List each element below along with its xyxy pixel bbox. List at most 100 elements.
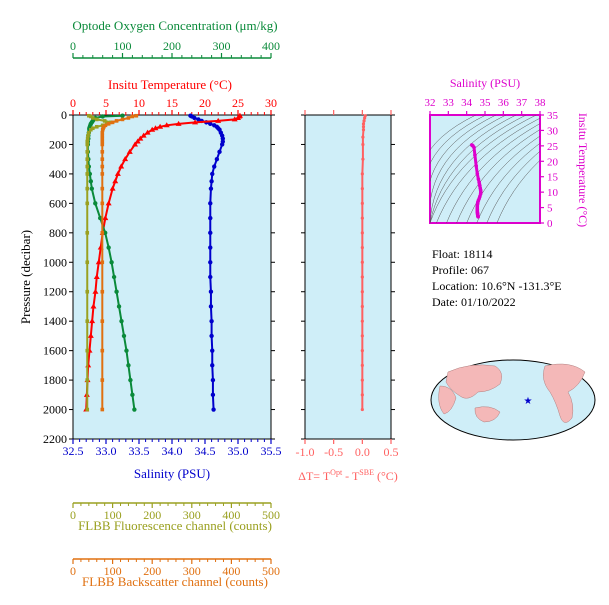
pressure-tick-label: 1800 — [43, 373, 67, 387]
backscatter-tick-label: 400 — [222, 564, 240, 578]
delta-point — [360, 275, 364, 279]
temperature-point — [95, 259, 102, 265]
temperature-point — [132, 141, 139, 147]
temperature-point — [114, 170, 121, 176]
oxygen-point — [106, 245, 111, 250]
backscatter-tick-label: 0 — [70, 564, 76, 578]
fluorescence-tick-label: 200 — [143, 508, 161, 522]
pressure-tick-label: 1200 — [43, 285, 67, 299]
backscatter-point — [130, 114, 135, 119]
map-australia-landmass — [474, 406, 501, 423]
delta-point — [361, 135, 365, 139]
ts-density-contours — [430, 115, 540, 223]
pressure-axis-title: Pressure (decibar) — [18, 230, 33, 324]
backscatter-point — [100, 136, 105, 141]
temperature-tick-label: 0 — [70, 96, 76, 110]
float-location-marker: ★ — [524, 396, 533, 407]
salinity-point — [208, 215, 213, 221]
oxygen-point — [132, 407, 137, 412]
oxygen-point — [121, 333, 127, 339]
delta-point — [360, 290, 364, 294]
oxygen-tick-label: 100 — [114, 39, 132, 53]
oxygen-point — [88, 179, 94, 184]
oxygen-tick-label: 200 — [163, 39, 181, 53]
temperature-point — [137, 135, 144, 141]
salinity-tick-label: 33.0 — [96, 444, 117, 458]
delta-plot-area — [304, 114, 392, 440]
backscatter-point — [100, 260, 105, 265]
profile-text: Profile: 067 — [432, 263, 489, 277]
map-americas-landmass — [543, 363, 586, 423]
temperature-point — [157, 123, 164, 129]
ts-temperature-title: Insitu Temperature (°C) — [576, 113, 590, 227]
ts-point — [473, 153, 477, 157]
float-id-text: Float: 18114 — [432, 247, 493, 261]
pressure-tick-label: 800 — [49, 226, 67, 240]
temperature-point — [152, 125, 159, 131]
ts-point — [475, 171, 480, 176]
fluorescence-point — [85, 136, 90, 141]
fluorescence-point — [85, 139, 90, 144]
temperature-tick-label: 5 — [103, 96, 109, 110]
density-contour — [486, 150, 540, 223]
ts-point — [476, 215, 481, 219]
temperature-point — [87, 332, 94, 338]
ts-temperature-tick-label: 0 — [547, 218, 553, 230]
ts-salinity-tick-label: 34 — [461, 97, 473, 109]
salinity-tick-label: 32.5 — [63, 444, 84, 458]
pressure-tick-label: 1600 — [43, 344, 67, 358]
fluorescence-tick-label: 100 — [104, 508, 122, 522]
oxygen-point — [128, 377, 133, 383]
location-text: Location: 10.6°N -131.3°E — [432, 279, 562, 293]
density-contour — [446, 123, 540, 223]
backscatter-point — [100, 289, 105, 294]
salinity-point — [192, 115, 197, 121]
temperature-point — [192, 119, 199, 125]
ts-temperature-tick-label: 25 — [547, 141, 559, 153]
ts-salinity-tick-label: 37 — [516, 97, 528, 109]
density-contour — [436, 118, 540, 223]
backscatter-point — [100, 127, 105, 132]
fluorescence-point — [89, 114, 93, 119]
fluorescence-point — [85, 157, 90, 161]
salinity-point — [209, 179, 214, 184]
temperature-tick-label: 25 — [232, 96, 244, 110]
backscatter-point — [100, 150, 105, 154]
temperature-axis-title: Insitu Temperature (°C) — [108, 77, 232, 92]
backscatter-point — [100, 130, 105, 135]
temperature-point — [126, 148, 133, 154]
temperature-point — [215, 117, 222, 123]
pressure-tick-label: 200 — [49, 137, 67, 151]
ts-temperature-tick-label: 30 — [547, 125, 559, 137]
oxygen-point — [93, 201, 98, 206]
fluorescence-point — [87, 113, 91, 118]
ts-plot-area — [429, 114, 541, 224]
salinity-point — [208, 304, 214, 309]
fluorescence-point — [85, 348, 90, 353]
backscatter-point — [134, 113, 139, 118]
pressure-tick-label: 0 — [61, 108, 67, 122]
pressure-tick-label: 400 — [49, 167, 67, 181]
backscatter-point — [100, 142, 105, 147]
fluorescence-axis-title: FLBB Fluorescence channel (counts) — [78, 518, 272, 533]
salinity-point — [209, 333, 214, 339]
oxygen-point — [100, 114, 105, 119]
fluorescence-point — [85, 319, 90, 323]
density-contour — [430, 115, 537, 223]
salinity-point — [208, 121, 213, 127]
temperature-point — [140, 132, 147, 138]
temperature-point — [102, 215, 109, 221]
pressure-tick-label: 600 — [49, 196, 67, 210]
density-contour — [496, 160, 540, 223]
delta-point — [361, 122, 366, 126]
temperature-point — [118, 163, 125, 169]
oxygen-point — [120, 113, 125, 118]
temperature-point — [105, 200, 112, 206]
temperature-tick-label: 20 — [199, 96, 211, 110]
map-africa-landmass — [438, 385, 457, 415]
backscatter-point — [100, 407, 105, 412]
oxygen-point — [109, 260, 114, 265]
delta-point — [360, 187, 364, 191]
map-asia-landmass — [445, 364, 502, 399]
ts-point — [474, 164, 479, 168]
